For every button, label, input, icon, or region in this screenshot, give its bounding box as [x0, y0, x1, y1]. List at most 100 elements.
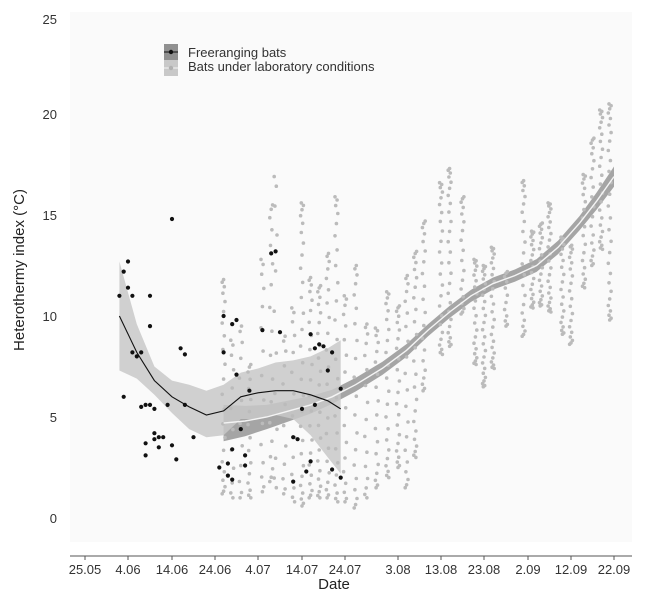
- lab-data-point: [317, 448, 322, 452]
- lab-data-point: [335, 431, 339, 435]
- lab-data-point: [396, 390, 400, 395]
- lab-data-point: [404, 483, 409, 487]
- lab-data-point: [326, 267, 330, 271]
- lab-data-point: [549, 231, 553, 236]
- lab-data-point: [223, 362, 227, 367]
- y-tick-label: 10: [43, 309, 57, 324]
- lab-data-point: [365, 367, 369, 372]
- lab-data-point: [355, 496, 359, 501]
- lab-data-point: [268, 420, 272, 425]
- lab-data-point: [412, 437, 417, 442]
- lab-data-point: [439, 239, 443, 244]
- lab-data-point: [325, 459, 329, 464]
- lab-data-point: [520, 311, 524, 315]
- lab-data-point: [300, 280, 305, 285]
- lab-data-point: [538, 231, 542, 235]
- lab-data-point: [473, 335, 478, 339]
- lab-data-point: [491, 302, 496, 306]
- lab-data-point: [521, 251, 526, 255]
- lab-data-point: [422, 376, 426, 380]
- lab-data-point: [481, 263, 486, 268]
- lab-data-point: [273, 204, 277, 208]
- lab-data-point: [384, 350, 388, 355]
- lab-data-point: [420, 225, 425, 230]
- lab-data-point: [581, 172, 585, 177]
- lab-data-point: [489, 245, 494, 250]
- lab-data-point: [447, 281, 452, 286]
- lab-data-point: [269, 207, 274, 212]
- lab-data-point: [365, 322, 369, 326]
- lab-data-point: [502, 307, 507, 312]
- lab-data-point: [363, 464, 368, 469]
- lab-data-point: [597, 164, 602, 168]
- lab-data-point: [375, 328, 380, 333]
- lab-data-point: [341, 469, 346, 474]
- lab-data-point: [395, 367, 400, 372]
- lab-data-point: [384, 438, 389, 442]
- lab-data-point: [504, 280, 509, 284]
- lab-data-point: [404, 289, 409, 294]
- lab-data-point: [412, 359, 416, 363]
- lab-data-point: [259, 257, 263, 262]
- lab-data-point: [352, 375, 357, 380]
- lab-data-point: [363, 492, 367, 497]
- lab-data-point: [373, 478, 378, 483]
- lab-data-point: [547, 291, 551, 295]
- x-tick: 4.06: [115, 556, 141, 577]
- lab-data-point: [472, 321, 477, 325]
- lab-data-point: [324, 348, 329, 352]
- lab-data-point: [404, 324, 408, 329]
- lab-data-point: [529, 287, 533, 292]
- lab-data-point: [599, 120, 603, 124]
- lab-data-point: [239, 398, 244, 403]
- lab-data-point: [403, 371, 408, 376]
- lab-data-point: [352, 293, 357, 297]
- freeranging-data-point: [117, 293, 122, 298]
- lab-data-point: [569, 318, 573, 323]
- lab-data-point: [333, 318, 337, 322]
- lab-data-point: [559, 265, 564, 270]
- lab-data-point: [481, 277, 486, 281]
- lab-data-point: [354, 394, 359, 399]
- lab-data-point: [290, 306, 294, 310]
- lab-data-point: [529, 258, 533, 263]
- lab-data-point: [447, 186, 452, 191]
- lab-data-point: [474, 313, 478, 318]
- lab-data-point: [299, 201, 304, 205]
- legend-label-freeranging: Freeranging bats: [188, 45, 287, 60]
- lab-data-point: [549, 296, 553, 300]
- lab-data-point: [589, 141, 593, 145]
- lab-data-point: [520, 210, 524, 214]
- lab-data-point: [343, 456, 347, 460]
- lab-data-point: [397, 379, 402, 383]
- free-fit-line-layer: [118, 315, 341, 416]
- lab-data-point: [395, 320, 400, 325]
- lab-data-point: [537, 300, 542, 305]
- x-tick-label: 14.07: [286, 562, 319, 577]
- lab-data-point: [580, 181, 585, 185]
- x-tick-label: 23.08: [468, 562, 501, 577]
- lab-data-point: [230, 481, 234, 485]
- lab-data-point: [237, 376, 242, 380]
- freeranging-data-point: [139, 350, 144, 355]
- lab-data-point: [439, 337, 443, 342]
- lab-data-point: [582, 265, 587, 270]
- lab-data-point: [597, 239, 602, 244]
- freeranging-data-point: [125, 259, 131, 264]
- lab-data-point: [546, 245, 550, 249]
- lab-data-point: [385, 338, 390, 343]
- lab-data-point: [396, 455, 401, 460]
- lab-data-point: [353, 487, 357, 492]
- lab-data-point: [481, 371, 486, 376]
- lab-data-point: [568, 335, 573, 339]
- lab-data-point: [539, 284, 544, 288]
- lab-data-point: [504, 300, 508, 305]
- lab-data-point: [404, 355, 409, 359]
- x-tick: 12.09: [555, 556, 587, 577]
- lab-data-point: [607, 227, 611, 232]
- lab-data-point: [246, 448, 251, 453]
- lab-data-point: [259, 475, 264, 479]
- lab-data-point: [449, 219, 453, 224]
- lab-data-point: [583, 277, 588, 282]
